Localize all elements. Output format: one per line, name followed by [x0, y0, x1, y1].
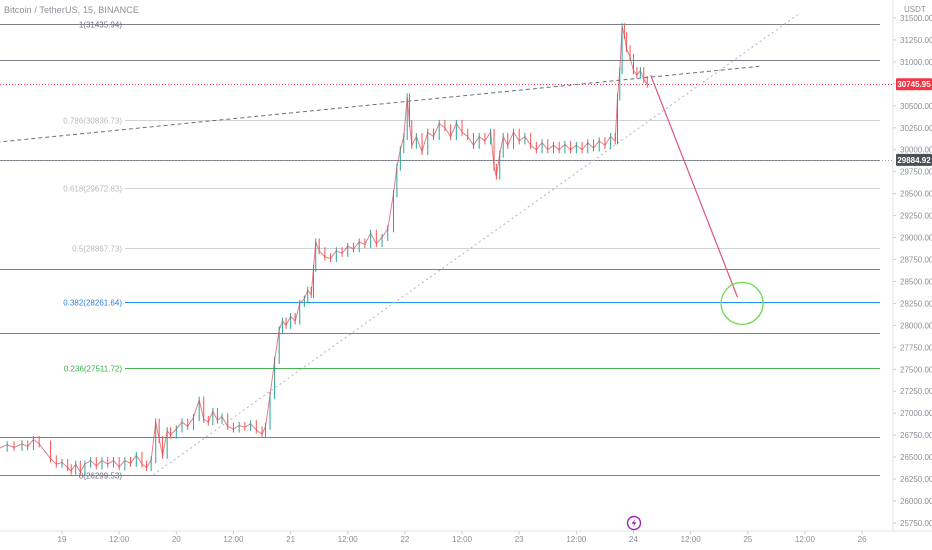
fib-level-label: 0.618(29672.83) — [63, 185, 122, 194]
x-tick-label: 12:00 — [681, 535, 702, 544]
y-tick-label: 30000.00 — [900, 146, 932, 155]
x-tick-label: 12:00 — [109, 535, 130, 544]
y-tick-label: 29000.00 — [900, 234, 932, 243]
y-tick-label: 27750.00 — [900, 343, 932, 352]
x-tick-label: 22 — [400, 535, 409, 544]
horizontal-levels — [0, 24, 893, 476]
y-tick-label: 27500.00 — [900, 365, 932, 374]
x-tick-label: 12:00 — [338, 535, 359, 544]
x-tick-label: 12:00 — [452, 535, 473, 544]
x-tick-label: 12:00 — [223, 535, 244, 544]
y-tick-label: 28000.00 — [900, 321, 932, 330]
price-badge-label: 30745.95 — [897, 80, 931, 89]
target-circle — [720, 281, 764, 326]
x-axis-ticks: 19 12:00 20 12:00 21 12:00 22 12:00 23 12:00 24 12:… — [58, 531, 867, 544]
fib-level-label: 0.786(30836.73) — [63, 117, 122, 126]
x-tick-label: 25 — [743, 535, 752, 544]
x-tick-label: 24 — [629, 535, 638, 544]
y-tick-label: 31500.00 — [900, 14, 932, 23]
y-axis-ticks: 25750.00 26000.00 26250.00 26500.00 26750.00… — [893, 14, 932, 528]
y-tick-label: 26250.00 — [900, 475, 932, 484]
y-tick-label: 30500.00 — [900, 102, 932, 111]
x-tick-label: 21 — [286, 535, 295, 544]
y-tick-label: 27250.00 — [900, 387, 932, 396]
x-tick-label: 12:00 — [795, 535, 816, 544]
x-tick-label: 26 — [858, 535, 867, 544]
y-tick-label: 28500.00 — [900, 277, 932, 286]
fib-level-label: 1(31435.94) — [79, 21, 122, 30]
x-tick-label: 19 — [58, 535, 67, 544]
y-axis-currency: USDT — [904, 5, 926, 14]
y-tick-label: 28750.00 — [900, 256, 932, 265]
x-tick-label: 23 — [515, 535, 524, 544]
fib-level-label: 0.5(28867.73) — [72, 245, 122, 254]
y-tick-label: 31000.00 — [900, 58, 932, 67]
projection-drawing — [650, 74, 764, 326]
price-series — [0, 23, 648, 476]
y-tick-label: 30250.00 — [900, 124, 932, 133]
dashed-trendline — [0, 65, 760, 143]
projection-line — [650, 74, 739, 298]
x-tick-label: 12:00 — [566, 535, 587, 544]
trendlines — [0, 13, 800, 476]
level-price-badge — [896, 153, 932, 166]
price-badge-label: 29884.92 — [897, 156, 931, 165]
lightning-icon[interactable] — [626, 515, 642, 531]
y-tick-label: 28250.00 — [900, 299, 932, 308]
price-line — [0, 26, 648, 473]
y-tick-label: 26000.00 — [900, 497, 932, 506]
y-tick-label: 29500.00 — [900, 190, 932, 199]
dotted-trendline — [153, 13, 800, 476]
y-tick-label: 26750.00 — [900, 431, 932, 440]
x-tick-label: 20 — [172, 535, 181, 544]
fibonacci-retracement: 1(31435.94) 0.786(30836.73) 0.618(29672.83… — [63, 21, 880, 481]
y-tick-label: 25750.00 — [900, 519, 932, 528]
fib-level-label: 0.236(27511.72) — [64, 365, 122, 374]
y-tick-label: 31250.00 — [900, 36, 932, 45]
y-tick-label: 26500.00 — [900, 453, 932, 462]
y-tick-label: 27000.00 — [900, 409, 932, 418]
symbol-title: Bitcoin / TetherUS, 15, BINANCE — [4, 5, 139, 15]
y-tick-label: 29250.00 — [900, 212, 932, 221]
price-badges: 30745.95 29884.92 — [896, 78, 932, 166]
fib-level-label: 0.382(28261.64) — [63, 299, 122, 308]
y-tick-label: 29750.00 — [900, 168, 932, 177]
axes: USDT — [0, 0, 932, 532]
current-price-badge — [896, 78, 932, 91]
fib-level-label: 0(26299.53) — [79, 472, 122, 481]
